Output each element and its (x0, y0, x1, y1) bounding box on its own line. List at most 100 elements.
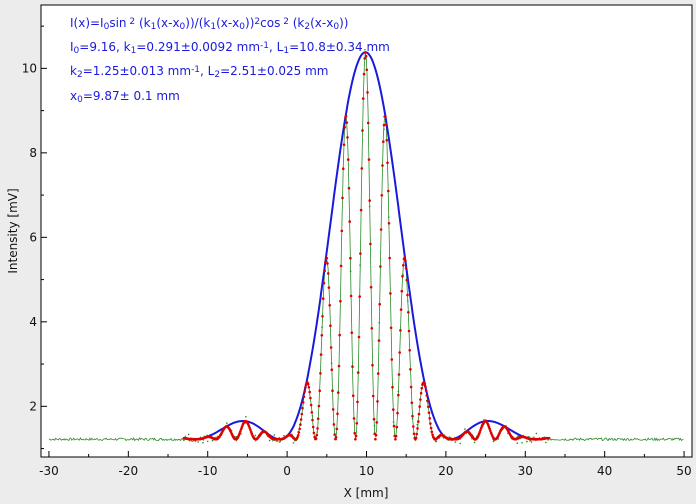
annotation-run: x (70, 89, 77, 103)
measured-point (297, 431, 301, 434)
measured-point (296, 434, 300, 437)
measured-point (387, 189, 390, 193)
annotation-run: (x-x (310, 16, 333, 30)
measured-point (375, 421, 379, 424)
measured-point (385, 138, 389, 142)
measured-point (420, 386, 424, 390)
background-sample (535, 432, 538, 435)
measured-point (429, 422, 432, 425)
annotation-run: I(x)=I (70, 16, 104, 30)
measured-point (426, 399, 429, 403)
x-axis: -30 -20 -10 0 10 20 30 40 50 (39, 451, 692, 478)
background-sample (197, 441, 199, 443)
measured-point (309, 403, 313, 407)
annotation-params-1: I0=9.16, k1=0.291±0.0092 mm-1, L1=10.8±0… (70, 40, 390, 56)
measured-point (371, 394, 375, 398)
measured-point (319, 353, 323, 356)
x-tick-label: 30 (518, 464, 533, 478)
measured-point (387, 222, 391, 225)
y-axis-title: Intensity [mV] (6, 188, 20, 273)
background-sample (183, 439, 185, 442)
measured-point (361, 97, 365, 100)
measured-point (369, 242, 372, 246)
measured-point (344, 114, 348, 118)
measured-point (341, 167, 345, 170)
measured-point (395, 425, 399, 429)
measured-point (349, 294, 353, 298)
annotation-run: 2 (214, 70, 220, 80)
background-sample (545, 441, 547, 444)
measured-point (248, 426, 251, 430)
background-sample (402, 273, 404, 276)
measured-point (384, 123, 388, 126)
annotation-run: 0 (77, 95, 83, 105)
x-tick-label: -20 (119, 464, 139, 478)
measured-point (409, 385, 413, 389)
measured-point (416, 427, 419, 430)
measured-point (417, 412, 421, 416)
background-sample (311, 415, 314, 417)
measured-point (389, 292, 392, 295)
measured-point (389, 326, 393, 330)
measured-point (316, 427, 319, 430)
annotation-formula: I(x)=I0sin 2 (k1(x-x0))/(k1(x-x0))2cos 2… (70, 16, 348, 32)
measured-point (322, 281, 326, 285)
measured-point (315, 433, 319, 437)
measured-point (337, 364, 341, 368)
measured-point (301, 406, 304, 410)
measured-point (362, 72, 366, 76)
measured-point (346, 158, 350, 161)
measured-point (355, 422, 359, 425)
background-sample (378, 321, 381, 324)
measured-point (410, 401, 414, 405)
background-sample (407, 300, 409, 302)
measured-point (336, 391, 340, 394)
measured-point (376, 400, 379, 403)
measured-point (488, 427, 492, 431)
measured-point (479, 429, 482, 432)
measured-point (384, 115, 387, 118)
annotation-run: 0 (239, 22, 245, 32)
background-sample (516, 442, 519, 445)
measured-point (411, 414, 414, 418)
measured-point (361, 129, 364, 132)
measured-point (404, 267, 408, 270)
background-sample (330, 362, 333, 364)
measured-point (304, 386, 307, 389)
annotation-run: 2 (280, 17, 289, 27)
measured-point (239, 428, 243, 431)
measured-point (377, 339, 381, 342)
background-sample (364, 49, 366, 51)
x-axis-title: X [mm] (344, 486, 389, 500)
measured-point (341, 196, 344, 200)
annotation-run: 1 (151, 22, 157, 32)
measured-point (403, 256, 407, 259)
measured-point (325, 256, 329, 260)
background-sample (521, 442, 523, 444)
fit-annotation: I(x)=I0sin 2 (k1(x-x0))/(k1(x-x0))2cos 2… (70, 16, 390, 105)
annotation-run: 1 (131, 46, 137, 56)
measured-point (547, 436, 551, 440)
measured-point (430, 430, 434, 434)
background-sample (292, 442, 295, 444)
measured-point (392, 408, 395, 411)
measured-point (249, 428, 252, 432)
measured-point (381, 164, 384, 167)
background-sample (316, 431, 319, 433)
measured-point (321, 315, 324, 318)
background-sample (454, 441, 457, 443)
measured-point (380, 194, 384, 197)
measured-point (238, 432, 241, 435)
measured-point (336, 412, 339, 416)
measured-point (392, 424, 396, 428)
measured-point (309, 396, 312, 400)
measured-point (300, 412, 304, 416)
measured-point (425, 394, 429, 397)
y-axis: 2 4 6 8 10 (22, 25, 47, 450)
measured-point (414, 436, 418, 440)
measured-point (348, 220, 352, 223)
background-sample (464, 428, 466, 430)
measured-point (345, 121, 349, 124)
annotation-run: =9.87± 0.1 mm (83, 89, 180, 103)
measured-point (301, 401, 305, 404)
